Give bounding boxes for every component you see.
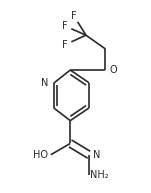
Text: F: F (62, 40, 68, 50)
Text: NH₂: NH₂ (90, 170, 108, 180)
Text: HO: HO (33, 150, 48, 160)
Text: N: N (41, 78, 49, 88)
Text: F: F (62, 21, 68, 31)
Text: N: N (93, 150, 100, 160)
Text: O: O (109, 65, 117, 75)
Text: F: F (71, 11, 77, 21)
